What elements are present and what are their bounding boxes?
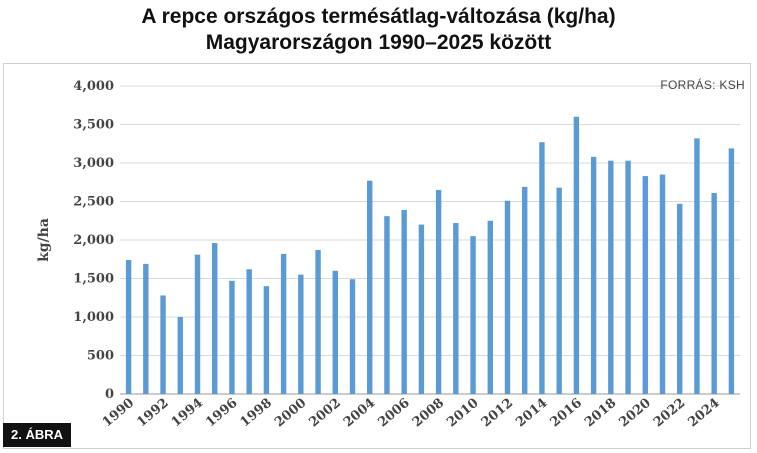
x-tick-label: 2000 — [272, 396, 309, 431]
bar-2021 — [659, 174, 666, 394]
bar-2019 — [625, 160, 631, 394]
chart-title-line-2: Magyarországon 1990–2025 között — [205, 31, 552, 54]
y-tick-label: 3,500 — [73, 118, 114, 133]
bar-2006 — [401, 209, 407, 394]
bar-2016 — [573, 116, 580, 395]
x-tick-label: 2014 — [513, 396, 550, 431]
bar-1999 — [280, 253, 287, 394]
y-tick-label: 1,000 — [73, 310, 114, 325]
bar-2012 — [504, 200, 511, 394]
bar-1992 — [160, 295, 166, 394]
x-tick-label: 1994 — [169, 396, 206, 431]
x-tick-label: 2008 — [410, 396, 447, 431]
bar-2024 — [711, 193, 717, 394]
bar-2003 — [349, 279, 356, 394]
x-tick-label: 2022 — [651, 396, 688, 431]
bar-1997 — [246, 269, 252, 394]
chart-title-line-1: A repce országos termésátlag-változása (… — [141, 5, 616, 28]
y-tick-label: 500 — [87, 349, 114, 364]
y-tick-label: 3,000 — [73, 156, 114, 171]
bar-1994 — [194, 254, 201, 394]
bar-1993 — [177, 317, 183, 394]
bar-2009 — [453, 223, 459, 394]
y-tick-label: 4,000 — [73, 79, 114, 94]
bar-2010 — [470, 236, 476, 394]
bar-2008 — [435, 189, 442, 394]
bar-2014 — [539, 142, 545, 394]
chart-title: A repce országos termésátlag-változása (… — [0, 4, 757, 56]
source-label: FORRÁS: KSH — [660, 78, 745, 92]
x-tick-label: 2012 — [479, 396, 516, 431]
x-tick-label: 1998 — [238, 396, 275, 431]
bar-2020 — [642, 176, 648, 394]
x-tick-label: 2010 — [444, 396, 481, 431]
y-tick-label: 1,500 — [73, 272, 114, 287]
bar-2000 — [298, 274, 304, 394]
y-tick-label: 0 — [105, 387, 114, 402]
bar-2013 — [522, 186, 528, 394]
bar-1990 — [125, 260, 132, 394]
bar-2023 — [694, 138, 700, 394]
bar-2001 — [315, 250, 321, 394]
x-tick-label: 2018 — [582, 396, 619, 431]
bar-2007 — [418, 224, 425, 394]
bar-2002 — [332, 270, 338, 394]
x-tick-label: 2006 — [375, 396, 412, 431]
figure-badge: 2. ÁBRA — [3, 423, 72, 447]
bar-2022 — [677, 203, 683, 394]
bar-2005 — [384, 216, 390, 394]
y-tick-label: 2,000 — [73, 233, 114, 248]
bar-2018 — [608, 160, 614, 394]
bar-2025 — [728, 148, 735, 394]
bar-1998 — [263, 286, 270, 394]
bar-1991 — [143, 263, 149, 394]
x-tick-label: 1996 — [203, 396, 240, 431]
bar-2015 — [556, 187, 562, 394]
x-tick-label: 2002 — [306, 396, 343, 431]
bar-2011 — [487, 220, 493, 394]
x-tick-label: 2016 — [548, 396, 585, 431]
x-tick-label: 2004 — [341, 396, 378, 431]
bar-2017 — [590, 156, 597, 394]
y-tick-label: 2,500 — [73, 195, 114, 210]
x-tick-label: 1992 — [134, 396, 171, 431]
x-tick-label: 2020 — [616, 396, 653, 431]
y-axis-label: kg/ha — [36, 218, 52, 262]
x-tick-label: 2024 — [685, 396, 722, 431]
bar-2004 — [367, 180, 373, 394]
bar-1996 — [229, 280, 235, 394]
bar-1995 — [212, 243, 218, 394]
